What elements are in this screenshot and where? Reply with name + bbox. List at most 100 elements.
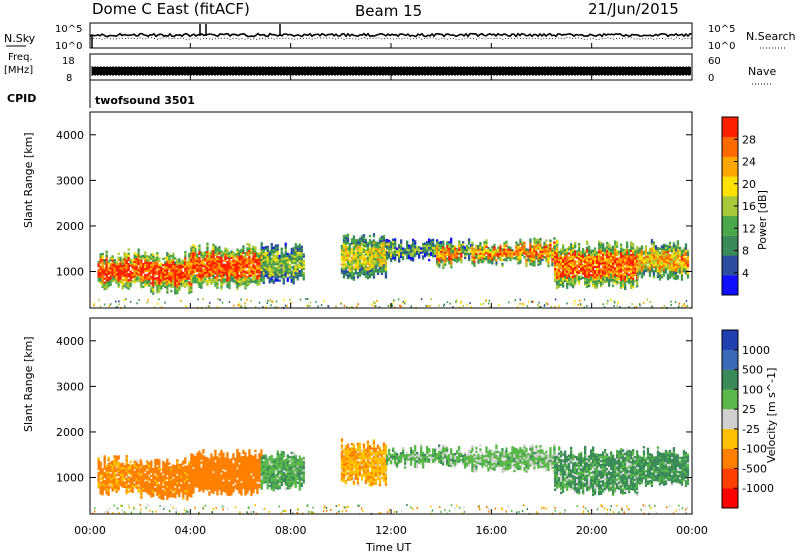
echo-cell xyxy=(442,266,445,269)
echo-cell xyxy=(497,256,500,260)
echo-cell xyxy=(404,248,407,251)
echo-cell xyxy=(547,246,550,249)
echo-cell xyxy=(254,267,257,270)
echo-cell xyxy=(140,461,143,464)
echo-cell xyxy=(224,251,227,254)
echo-cell xyxy=(121,266,124,270)
echo-cell xyxy=(129,284,132,288)
echo-cell xyxy=(368,249,372,252)
echo-cell xyxy=(248,262,251,265)
echo-cell xyxy=(109,484,112,487)
echo-cell xyxy=(262,259,265,262)
echo-cell xyxy=(388,250,391,253)
echo-cell xyxy=(594,274,597,277)
echo-cell xyxy=(284,269,287,272)
echo-cell xyxy=(118,303,120,306)
echo-cell xyxy=(596,265,599,268)
echo-cell xyxy=(616,304,618,307)
echo-cell xyxy=(558,271,561,274)
echo-cell xyxy=(610,254,613,257)
echo-cell xyxy=(470,252,473,255)
echo-cell xyxy=(672,256,676,259)
echo-cell xyxy=(444,259,447,262)
echo-cell xyxy=(186,267,189,270)
echo-cell xyxy=(412,253,415,256)
echo-cell xyxy=(660,253,664,256)
echo-cell xyxy=(501,252,504,255)
echo-cell xyxy=(610,273,613,276)
echo-cell xyxy=(600,282,603,286)
echo-cell xyxy=(346,254,350,257)
echo-cell xyxy=(432,242,435,246)
echo-cell xyxy=(604,269,607,273)
echo-cell xyxy=(358,270,362,273)
echo-cell xyxy=(394,240,397,243)
echo-cell xyxy=(256,271,259,274)
echo-cell xyxy=(216,257,219,261)
echo-cell xyxy=(572,271,575,274)
echo-cell xyxy=(272,261,275,264)
echo-cell xyxy=(196,278,199,281)
echo-cell xyxy=(578,261,581,264)
echo-cell xyxy=(206,275,209,278)
echo-cell xyxy=(101,283,104,286)
echo-cell xyxy=(113,271,116,274)
echo-cell xyxy=(166,254,169,257)
echo-cell xyxy=(294,251,297,254)
echo-cell xyxy=(618,250,621,254)
echo-cell xyxy=(352,262,356,265)
echo-cell xyxy=(616,280,619,283)
echo-cell xyxy=(158,477,161,480)
echo-cell xyxy=(230,273,233,276)
echo-cell xyxy=(535,253,538,256)
echo-cell xyxy=(212,256,215,259)
echo-cell xyxy=(487,261,490,264)
echo-cell xyxy=(539,258,542,261)
echo-cell xyxy=(362,254,366,258)
echo-cell xyxy=(646,266,650,269)
echo-cell xyxy=(152,488,155,491)
echo-cell xyxy=(176,287,179,291)
echo-cell xyxy=(140,259,143,262)
echo-cell xyxy=(598,248,601,252)
echo-cell xyxy=(168,265,171,269)
echo-cell xyxy=(140,267,143,270)
echo-cell xyxy=(260,264,263,267)
echo-cell xyxy=(107,471,110,474)
echo-cell xyxy=(266,268,269,271)
echo-cell xyxy=(220,266,223,270)
echo-cell xyxy=(624,279,627,282)
echo-cell xyxy=(648,266,652,269)
echo-cell xyxy=(428,242,431,245)
echo-cell xyxy=(109,482,112,485)
echo-cell xyxy=(382,249,386,252)
echo-cell xyxy=(624,256,627,260)
echo-cell xyxy=(370,269,374,272)
echo-cell xyxy=(109,463,112,466)
echo-cell xyxy=(221,301,224,304)
echo-cell xyxy=(296,259,299,263)
echo-cell xyxy=(626,276,629,279)
echo-cell xyxy=(146,466,149,469)
echo-cell xyxy=(477,249,480,252)
echo-cell xyxy=(626,266,629,269)
echo-cell xyxy=(270,245,273,248)
echo-cell xyxy=(156,481,159,484)
echo-cell xyxy=(493,258,496,261)
echo-cell xyxy=(554,259,557,262)
echo-cell xyxy=(152,490,155,493)
echo-cell xyxy=(574,256,577,259)
echo-cell xyxy=(254,277,257,280)
echo-cell xyxy=(505,248,508,252)
echo-cell xyxy=(252,263,255,267)
echo-cell xyxy=(678,302,681,305)
echo-cell xyxy=(352,253,356,257)
echo-cell xyxy=(240,257,243,260)
echo-cell xyxy=(525,264,528,268)
echo-cell xyxy=(632,267,635,270)
echo-cell xyxy=(540,305,542,308)
echo-cell xyxy=(168,282,171,285)
echo-cell xyxy=(105,479,108,482)
echo-cell xyxy=(156,289,159,292)
echo-cell xyxy=(196,273,199,277)
